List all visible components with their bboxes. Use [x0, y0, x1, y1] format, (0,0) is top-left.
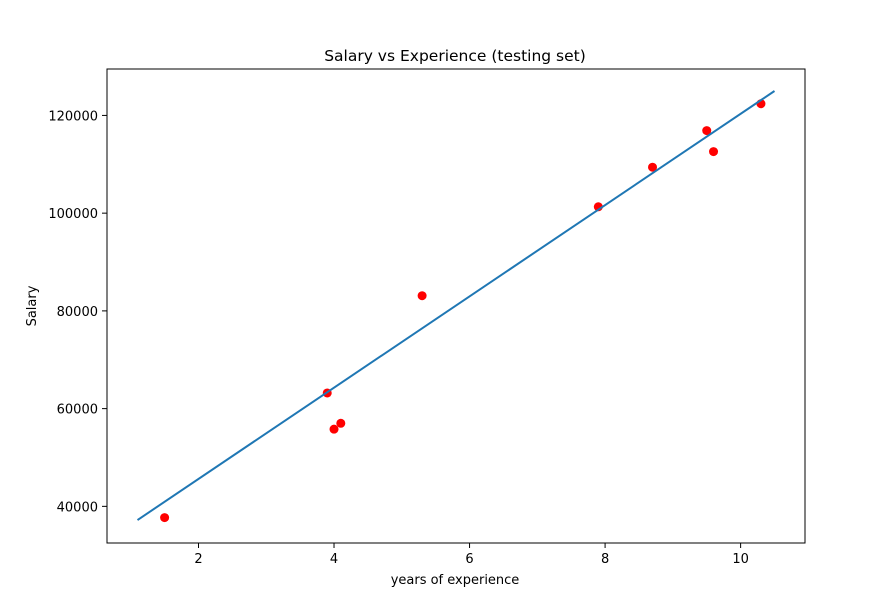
y-axis: 40000 60000 80000 100000 120000	[48, 109, 107, 515]
y-axis-label: Salary	[25, 285, 40, 326]
chart-title: Salary vs Experience (testing set)	[324, 47, 586, 65]
y-tick-label: 120000	[48, 109, 98, 124]
data-point	[702, 126, 712, 136]
data-point	[648, 162, 658, 172]
regression-line	[136, 90, 776, 521]
x-tick-label: 4	[330, 552, 338, 567]
x-tick-label: 10	[732, 552, 749, 567]
data-point	[336, 418, 346, 428]
x-axis-label: years of experience	[391, 573, 520, 588]
x-tick-label: 6	[465, 552, 473, 567]
data-point	[709, 147, 719, 157]
x-axis: 2 4 6 8 10	[194, 543, 749, 567]
data-point	[329, 424, 339, 434]
x-tick-label: 2	[194, 552, 202, 567]
plot-area	[106, 68, 806, 544]
y-tick-label: 80000	[57, 305, 98, 320]
x-tick-label: 8	[601, 552, 609, 567]
y-tick-label: 40000	[57, 500, 98, 515]
y-tick-label: 60000	[57, 403, 98, 418]
plot-frame	[106, 68, 806, 544]
y-tick-label: 100000	[48, 207, 98, 222]
series-layer	[136, 90, 776, 523]
data-point	[160, 513, 170, 523]
data-point	[417, 291, 427, 301]
